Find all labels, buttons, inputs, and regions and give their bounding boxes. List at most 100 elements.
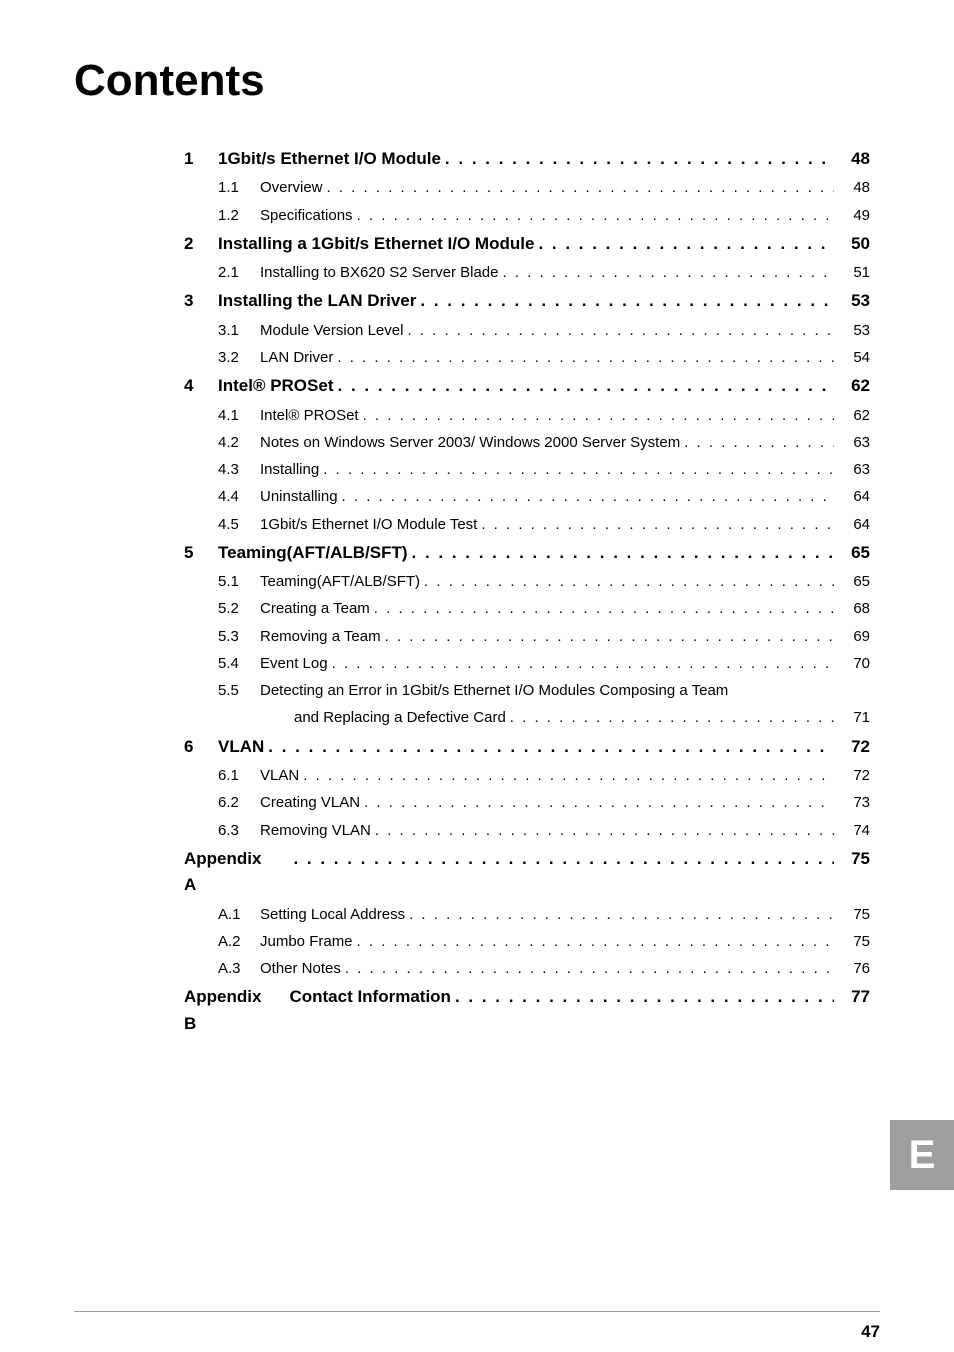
leader-dots: . . . . . . . . . . . . . . . . . . . . … [334, 373, 835, 399]
page-ref: 68 [834, 597, 870, 620]
toc-row: 5.3Removing a Team . . . . . . . . . . .… [184, 625, 870, 648]
chapter-number: 3 [184, 288, 218, 314]
chapter-number: 2 [184, 231, 218, 257]
page-ref: 48 [834, 176, 870, 199]
page-number: 47 [861, 1322, 880, 1342]
page-ref: 72 [834, 764, 870, 787]
section-label: Installing to BX620 S2 Server Blade [260, 261, 498, 284]
appendix-item-label: Setting Local Address [260, 903, 405, 926]
leader-dots: . . . . . . . . . . . . . . . . . . . . … [403, 319, 834, 342]
appendix-number: A.2 [218, 930, 260, 953]
section-label: Module Version Level [260, 319, 403, 342]
leader-dots: . . . . . . . . . . . . . . . . . . . . … [420, 570, 834, 593]
appendix-label: Appendix B [184, 984, 261, 1037]
toc-row: 11Gbit/s Ethernet I/O Module . . . . . .… [184, 146, 870, 172]
toc-row: A.2Jumbo Frame . . . . . . . . . . . . .… [184, 930, 870, 953]
toc-row: 2Installing a 1Gbit/s Ethernet I/O Modul… [184, 231, 870, 257]
toc-row: 4.3Installing . . . . . . . . . . . . . … [184, 458, 870, 481]
leader-dots: . . . . . . . . . . . . . . . . . . . . … [328, 652, 834, 675]
section-number: 4.5 [218, 513, 260, 536]
section-label: Creating VLAN [260, 791, 360, 814]
leader-dots: . . . . . . . . . . . . . . . . . . . . … [360, 791, 834, 814]
toc-row: 6.2Creating VLAN . . . . . . . . . . . .… [184, 791, 870, 814]
section-number: 4.4 [218, 485, 260, 508]
section-label: LAN Driver [260, 346, 333, 369]
section-label: Uninstalling [260, 485, 338, 508]
leader-dots: . . . . . . . . . . . . . . . . . . . . … [353, 204, 834, 227]
page-ref: 70 [834, 652, 870, 675]
page-ref: 50 [834, 231, 870, 257]
toc-row: 5.5Detecting an Error in 1Gbit/s Etherne… [184, 679, 870, 702]
appendix-item-label: Other Notes [260, 957, 341, 980]
page-ref: 53 [834, 319, 870, 342]
chapter-number: 1 [184, 146, 218, 172]
section-number: 4.3 [218, 458, 260, 481]
page-ref: 64 [834, 485, 870, 508]
page-ref: 76 [834, 957, 870, 980]
leader-dots: . . . . . . . . . . . . . . . . . . . . … [359, 404, 834, 427]
leader-dots: . . . . . . . . . . . . . . . . . . . . … [498, 261, 834, 284]
leader-dots: . . . . . . . . . . . . . . . . . . . . … [370, 597, 834, 620]
section-number: 3.2 [218, 346, 260, 369]
toc-row: 2.1Installing to BX620 S2 Server Blade .… [184, 261, 870, 284]
toc-row: 4Intel® PROSet . . . . . . . . . . . . .… [184, 373, 870, 399]
section-number: 5.3 [218, 625, 260, 648]
leader-dots: . . . . . . . . . . . . . . . . . . . . … [416, 288, 834, 314]
chapter-label: VLAN [218, 734, 264, 760]
leader-dots: . . . . . . . . . . . . . . . . . . . . … [680, 431, 834, 454]
leader-dots: . . . . . . . . . . . . . . . . . . . . … [319, 458, 834, 481]
side-tab-letter: E [909, 1133, 936, 1178]
section-number: 5.4 [218, 652, 260, 675]
leader-dots: . . . . . . . . . . . . . . . . . . . . … [338, 485, 834, 508]
page-ref: 48 [834, 146, 870, 172]
section-number: 5.5 [218, 679, 260, 702]
toc-row: 5.4Event Log . . . . . . . . . . . . . .… [184, 652, 870, 675]
leader-dots: . . . . . . . . . . . . . . . . . . . . … [333, 346, 834, 369]
page-ref: 75 [834, 846, 870, 872]
appendix-number: A.1 [218, 903, 260, 926]
page-ref: 54 [834, 346, 870, 369]
page-ref: 63 [834, 458, 870, 481]
chapter-label: Intel® PROSet [218, 373, 334, 399]
section-label: VLAN [260, 764, 299, 787]
section-label: Creating a Team [260, 597, 370, 620]
page-ref: 53 [834, 288, 870, 314]
toc-row: 4.51Gbit/s Ethernet I/O Module Test . . … [184, 513, 870, 536]
section-number: 5.2 [218, 597, 260, 620]
page-ref: 49 [834, 204, 870, 227]
leader-dots: . . . . . . . . . . . . . . . . . . . . … [264, 734, 834, 760]
page-ref: 77 [834, 984, 870, 1010]
section-number: 4.2 [218, 431, 260, 454]
chapter-label: Teaming(AFT/ALB/SFT) [218, 540, 408, 566]
chapter-number: 6 [184, 734, 218, 760]
page-ref: 75 [834, 903, 870, 926]
page-ref: 75 [834, 930, 870, 953]
leader-dots: . . . . . . . . . . . . . . . . . . . . … [477, 513, 834, 536]
chapter-number: 5 [184, 540, 218, 566]
leader-dots: . . . . . . . . . . . . . . . . . . . . … [506, 706, 834, 729]
leader-dots: . . . . . . . . . . . . . . . . . . . . … [353, 930, 834, 953]
section-label: Notes on Windows Server 2003/ Windows 20… [260, 431, 680, 454]
section-number: 4.1 [218, 404, 260, 427]
chapter-label: 1Gbit/s Ethernet I/O Module [218, 146, 441, 172]
continuation-label: and Replacing a Defective Card [294, 706, 506, 729]
page-title: Contents [74, 56, 880, 106]
toc-row: 5.1Teaming(AFT/ALB/SFT) . . . . . . . . … [184, 570, 870, 593]
leader-dots: . . . . . . . . . . . . . . . . . . . . … [341, 957, 834, 980]
leader-dots: . . . . . . . . . . . . . . . . . . . . … [381, 625, 834, 648]
appendix-number: A.3 [218, 957, 260, 980]
leader-dots: . . . . . . . . . . . . . . . . . . . . … [371, 819, 834, 842]
table-of-contents: 11Gbit/s Ethernet I/O Module . . . . . .… [184, 146, 870, 1037]
leader-dots: . . . . . . . . . . . . . . . . . . . . … [441, 146, 834, 172]
side-tab: E [890, 1120, 954, 1190]
section-label: Event Log [260, 652, 328, 675]
toc-row: 5.2Creating a Team . . . . . . . . . . .… [184, 597, 870, 620]
toc-row: 6.3Removing VLAN . . . . . . . . . . . .… [184, 819, 870, 842]
chapter-label: Installing the LAN Driver [218, 288, 416, 314]
page-ref: 51 [834, 261, 870, 284]
section-label: Specifications [260, 204, 353, 227]
page: Contents 11Gbit/s Ethernet I/O Module . … [0, 0, 954, 1352]
leader-dots: . . . . . . . . . . . . . . . . . . . . … [408, 540, 835, 566]
section-label: Removing a Team [260, 625, 381, 648]
section-label: Overview [260, 176, 323, 199]
